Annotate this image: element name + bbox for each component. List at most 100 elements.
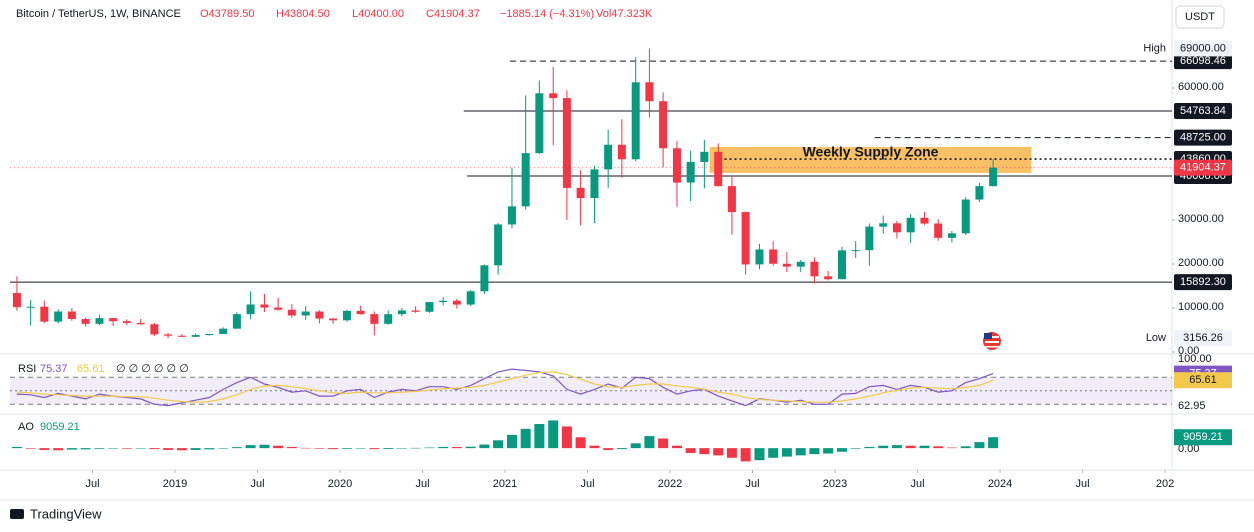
ao-bar — [479, 444, 490, 449]
candle-body — [727, 186, 736, 213]
zone-label: Weekly Supply Zone — [803, 144, 939, 160]
ao-bar — [39, 448, 50, 450]
ao-bar — [328, 448, 339, 450]
candle-body — [177, 335, 186, 337]
ao-bar — [424, 447, 435, 449]
ao-bar — [231, 447, 242, 449]
candle-body — [947, 233, 956, 238]
ao-bar — [369, 448, 380, 450]
candle-body — [301, 311, 310, 316]
candle-body — [659, 101, 668, 149]
x-tick-label: Jul — [581, 478, 595, 490]
ao-bar — [53, 448, 64, 451]
ao-bar — [121, 448, 132, 449]
level-label: 66098.46 — [1180, 55, 1226, 67]
rsi-tick-label: 100.00 — [1178, 353, 1212, 365]
ao-bar — [438, 446, 449, 449]
ao-bar — [314, 448, 325, 449]
candle-body — [370, 314, 379, 324]
candle-body — [411, 310, 420, 312]
candle-body — [191, 335, 200, 337]
x-tick-label: Jul — [250, 478, 264, 490]
ao-bar — [850, 448, 861, 449]
marker-box — [1174, 40, 1232, 57]
header: Bitcoin / TetherUS, 1W, BINANCE O43789.5… — [16, 8, 653, 20]
ao-bar — [919, 445, 930, 449]
ao-bar — [493, 440, 504, 449]
candle-body — [67, 311, 76, 319]
level-label-box — [1174, 53, 1232, 70]
ao-bar — [891, 445, 902, 449]
ao-bar — [561, 426, 572, 449]
ao-bar — [25, 448, 36, 449]
x-tick-label: 2024 — [988, 478, 1012, 490]
ao-bar — [190, 448, 201, 450]
candle-body — [315, 311, 324, 319]
current-price-label: 41904.37 — [1180, 162, 1226, 174]
candle-body — [480, 265, 489, 292]
ao-bar — [781, 448, 792, 457]
candle-body — [810, 261, 819, 277]
candle-body — [590, 169, 599, 198]
candle-body — [631, 82, 640, 160]
currency[interactable]: USDT — [1185, 11, 1215, 23]
candle-body — [274, 307, 283, 310]
candle-body — [755, 249, 764, 265]
candle-body — [617, 144, 626, 160]
candle-body — [397, 310, 406, 315]
x-tick-label: 2019 — [163, 478, 187, 490]
candle-body — [769, 249, 778, 264]
rsi-line — [16, 371, 994, 403]
candle-body — [521, 153, 530, 207]
rsi-header-value: 65.61 — [77, 363, 105, 375]
candle-body — [109, 318, 118, 322]
candle-body — [645, 82, 654, 102]
ao-bar — [933, 446, 944, 449]
ao-bar — [135, 448, 146, 449]
ao-bar — [108, 448, 119, 449]
x-tick-label: 2023 — [823, 478, 847, 490]
ao-bar — [713, 448, 724, 456]
ao-bar — [726, 448, 737, 458]
x-tick-label: Jul — [1076, 478, 1090, 490]
candle-body — [741, 212, 750, 265]
ao-bar — [644, 436, 655, 449]
candle-body — [672, 148, 681, 183]
current-price-label-box — [1174, 159, 1232, 176]
ao-bar — [534, 424, 545, 449]
currency-button[interactable] — [1175, 5, 1225, 29]
marker-name: Low — [1146, 332, 1166, 344]
x-tick-label: 2022 — [658, 478, 682, 490]
ao-bar — [589, 445, 600, 449]
ao-bar — [80, 448, 91, 450]
ao-bar — [575, 437, 586, 449]
x-tick-label: Jul — [911, 478, 925, 490]
ao-bar — [355, 448, 366, 449]
x-tick-label: Jul — [85, 478, 99, 490]
logo: TradingView — [10, 506, 102, 521]
candle-body — [287, 309, 296, 316]
candle-body — [714, 151, 723, 187]
candle-body — [54, 311, 63, 322]
ao-bar — [218, 448, 229, 449]
candle-body — [837, 250, 846, 280]
candle-body — [906, 217, 915, 233]
rsi-bottom-label: 62.95 — [1178, 400, 1206, 412]
candle-body — [782, 263, 791, 267]
ao-bar — [410, 447, 421, 449]
ao-bar — [383, 448, 394, 449]
ao-bar — [616, 448, 627, 450]
marker-box — [1174, 330, 1232, 347]
candle-body — [604, 144, 613, 170]
candle-body — [329, 318, 338, 321]
ao-bar — [768, 448, 779, 458]
ao-bar — [11, 446, 22, 449]
marker-name: High — [1143, 42, 1166, 54]
candle-body — [507, 206, 516, 225]
candle-body — [549, 93, 558, 99]
y-tick-label: 0.00 — [1178, 345, 1199, 357]
candle-body — [494, 224, 503, 266]
ao-value-label: 9059.21 — [1183, 431, 1223, 443]
ao-bar — [754, 448, 765, 461]
ohlc-high: H43804.50 — [276, 8, 330, 20]
